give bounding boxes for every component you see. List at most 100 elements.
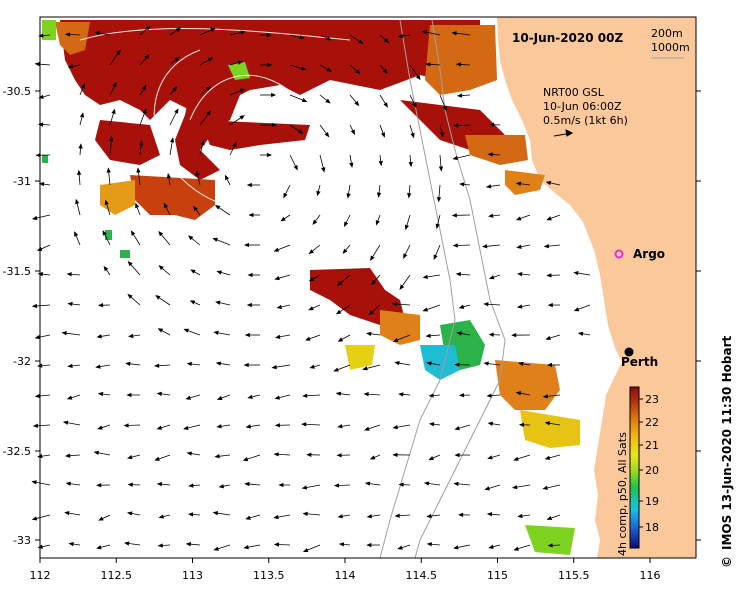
current-arrowhead [426,542,432,547]
current-arrowhead [248,212,254,218]
colorbar-tick-label: 23 [645,393,659,406]
current-arrowhead [542,394,549,399]
current-arrowhead [518,361,524,366]
y-tick-label: -33 [13,534,31,547]
current-arrowhead [455,62,462,67]
current-arrowhead [397,545,403,550]
current-arrowhead [486,512,493,517]
current-arrowhead [394,361,400,366]
current-arrowhead [127,293,133,299]
current-arrowhead [245,424,251,429]
current-arrowhead [156,482,163,487]
current-arrowhead [511,332,517,338]
current-arrowhead [189,300,196,305]
current-arrowhead [38,181,45,187]
scale-arrow-icon [553,129,574,137]
current-arrowhead [545,180,552,186]
colorbar: 23 22 21 20 19 18 4h comp, p50, All Sats [616,386,659,556]
current-arrowhead [215,361,222,366]
current-arrowhead [79,112,85,118]
current-arrowhead [364,426,370,431]
x-tick-label: 113 [182,569,203,582]
sst-patch-south-orange [495,360,560,410]
current-arrowhead [31,303,38,309]
streamline-north [79,27,351,41]
current-arrowhead [96,545,102,550]
current-arrowhead [306,452,312,457]
current-arrowhead [186,451,192,456]
current-arrowhead [112,81,117,88]
current-arrowhead [487,421,494,426]
current-arrowhead [67,64,74,69]
current-arrowhead [343,221,349,228]
current-arrowhead [545,335,551,341]
current-arrowhead [302,548,309,553]
current-arrowhead [426,361,432,366]
current-arrowhead [435,223,440,230]
current-arrowhead [484,486,490,491]
bathymetry-contours [379,19,506,559]
current-arrowhead [383,102,388,108]
sst-patch-w-green2 [120,250,130,258]
current-arrowhead [425,62,431,67]
sst-patch-w-green1 [105,230,112,240]
current-arrowhead [333,367,339,372]
current-arrowhead [301,422,307,427]
current-arrowhead [139,140,144,146]
current-arrowhead [412,102,417,109]
current-arrowhead [215,300,221,305]
x-tick-label: 114.5 [406,569,438,582]
current-arrowhead [482,244,488,249]
y-tick-label: -31 [13,175,31,188]
current-arrowhead [453,545,459,550]
current-arrowhead [97,303,104,308]
current-arrowhead [308,276,315,282]
current-arrowhead [456,331,462,336]
current-arrowhead [370,255,375,261]
current-arrowhead [103,265,109,272]
current-arrowhead [216,424,222,429]
current-arrowhead [487,455,493,460]
current-arrowhead [141,85,147,91]
current-arrowhead [123,541,130,546]
current-arrowhead [546,216,552,221]
current-arrowhead [398,482,404,487]
current-arrowhead [187,235,194,241]
current-arrowhead [458,393,465,398]
current-arrowhead [518,422,525,427]
streamline-eddy [153,49,328,211]
sst-patch-north-dark [60,20,480,120]
current-arrowhead [175,27,182,33]
current-arrowhead [266,32,272,38]
current-arrowhead [156,425,163,430]
current-arrowhead [183,425,189,430]
current-arrowhead [145,25,151,31]
sst-patch-nw-green [42,20,56,40]
current-arrowhead [337,424,343,429]
current-arrowhead [426,513,432,519]
sst-patch-coast-orange [505,170,545,195]
current-arrowhead [166,172,171,179]
current-arrowhead [513,546,519,551]
current-arrowhead [67,363,73,369]
current-arrowhead [335,309,342,315]
current-arrowhead [31,516,38,521]
current-arrowhead [37,122,44,127]
current-arrowhead [324,131,330,138]
current-arrowhead [169,137,175,143]
y-axis: -30.5 -31 -31.5 -32 -32.5 -33 [3,85,701,547]
current-arrowhead [187,512,194,517]
colorbar-box [629,386,640,549]
current-arrowhead [451,213,457,218]
current-arrowhead [245,515,251,520]
x-tick-label: 113.5 [253,569,285,582]
current-arrowhead [157,328,164,333]
current-arrowhead [483,302,489,307]
x-tick-label: 112 [30,569,51,582]
current-arrowhead [366,331,372,336]
current-arrowhead [274,423,280,428]
current-arrowhead [301,98,308,103]
current-arrowhead [349,162,354,168]
current-arrowhead [337,514,343,519]
